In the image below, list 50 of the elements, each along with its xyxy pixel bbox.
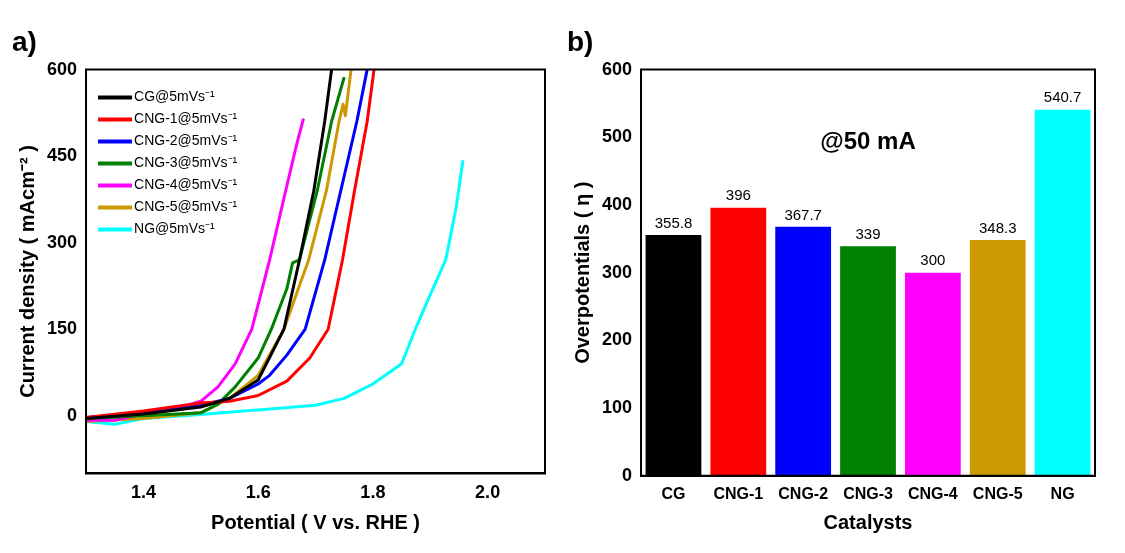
- x-tick-label: 1.6: [245, 482, 271, 503]
- data-label: 367.7: [784, 205, 822, 223]
- bar: [969, 240, 1026, 476]
- x-tick-label: 1.4: [130, 482, 156, 503]
- y-tick-label: 200: [601, 329, 633, 350]
- x-tick-label: CNG-5: [972, 484, 1023, 502]
- data-label: 300: [920, 251, 946, 269]
- y-tick-label: 150: [46, 318, 78, 339]
- data-label: 339: [855, 224, 881, 242]
- y-tick-label: 300: [46, 231, 78, 252]
- chart-title: a): [12, 25, 37, 57]
- y-tick-label: 300: [601, 261, 633, 282]
- y-tick-label: 600: [46, 58, 78, 79]
- legend-label: CNG-2@5mVs⁻¹: [134, 132, 238, 149]
- data-label: 396: [725, 186, 751, 204]
- x-tick-label: CNG-1: [713, 484, 764, 502]
- bar: [775, 226, 832, 476]
- chart-title: b): [567, 25, 594, 57]
- legend-label: CNG-4@5mVs⁻¹: [134, 176, 238, 193]
- bar: [840, 246, 896, 476]
- x-tick-label: NG: [1050, 484, 1075, 502]
- legend-label: CNG-5@5mVs⁻¹: [134, 198, 238, 215]
- x-tick-label: 2.0: [475, 482, 501, 503]
- y-axis-title: Current density ( mAcm⁻² ): [15, 145, 38, 398]
- legend-label: CNG-3@5mVs⁻¹: [134, 154, 238, 171]
- x-axis-title: Potential ( V vs. RHE ): [211, 510, 420, 533]
- bar: [904, 272, 961, 476]
- x-tick-label: 1.8: [360, 482, 386, 503]
- y-axis-title: Overpotentials ( η ): [570, 181, 593, 364]
- y-tick-label: 500: [601, 126, 633, 147]
- annotation: @50 mA: [820, 127, 916, 155]
- y-tick-label: 400: [601, 193, 633, 214]
- y-tick-label: 0: [622, 464, 633, 485]
- legend-label: CNG-1@5mVs⁻¹: [134, 110, 238, 127]
- data-label: 540.7: [1043, 88, 1082, 106]
- bar: [1034, 109, 1091, 476]
- x-axis-title: Catalysts: [823, 510, 913, 533]
- legend-label: CG@5mVs⁻¹: [134, 88, 216, 105]
- y-tick-label: 600: [601, 58, 633, 79]
- y-tick-label: 100: [601, 397, 633, 418]
- y-tick-label: 450: [46, 145, 78, 166]
- x-tick-label: CNG-3: [843, 484, 894, 502]
- x-tick-label: CG: [661, 484, 686, 502]
- bar: [710, 207, 767, 476]
- data-label: 348.3: [978, 218, 1017, 236]
- x-tick-label: CNG-4: [907, 484, 958, 502]
- x-tick-label: CNG-2: [778, 484, 829, 502]
- y-tick-label: 0: [67, 404, 78, 425]
- data-label: 355.8: [654, 213, 693, 231]
- legend-label: NG@5mVs⁻¹: [134, 220, 216, 237]
